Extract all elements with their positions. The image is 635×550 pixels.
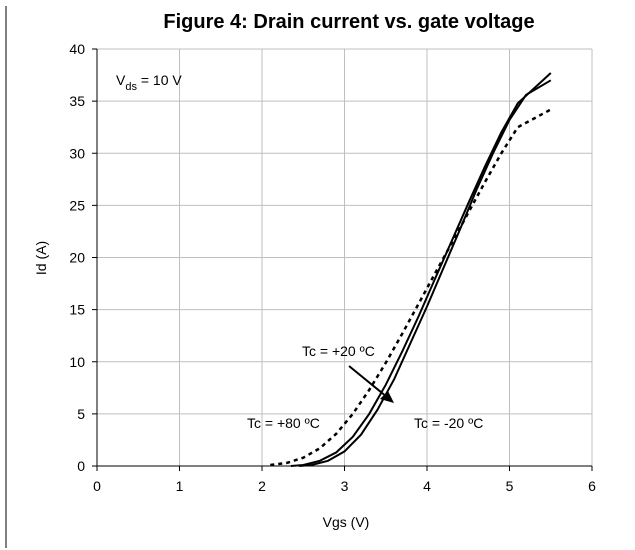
arrow-shaft xyxy=(348,365,388,398)
x-tick-label: 0 xyxy=(93,478,101,494)
label-tc-plus20: Tc = +20 ºC xyxy=(302,343,375,359)
x-tick-label: 4 xyxy=(423,478,431,494)
x-tick-label: 1 xyxy=(176,478,184,494)
series-line-0 xyxy=(299,79,552,467)
y-tick-label: 30 xyxy=(69,145,85,161)
x-axis-label: Vgs (V) xyxy=(323,514,370,530)
vds-value: = 10 V xyxy=(137,72,182,88)
x-tick-label: 5 xyxy=(506,478,514,494)
y-tick-label: 5 xyxy=(77,406,85,422)
y-tick-label: 35 xyxy=(69,93,85,109)
x-tick-label: 3 xyxy=(341,478,349,494)
arrow-head xyxy=(380,391,394,403)
y-tick-labels: 0 5 10 15 20 25 30 35 40 xyxy=(69,41,85,474)
gridlines xyxy=(97,48,593,466)
x-tick-label: 6 xyxy=(588,478,596,494)
y-tick-label: 25 xyxy=(69,197,85,213)
vds-subscript: ds xyxy=(125,81,137,93)
vds-annotation: Vds = 10 V xyxy=(116,72,182,93)
series-lines xyxy=(270,72,552,467)
y-tick-label: 0 xyxy=(77,458,85,474)
x-tick-labels: 0 1 2 3 4 5 6 xyxy=(93,478,596,494)
y-tick-label: 40 xyxy=(69,41,85,57)
label-arrow xyxy=(348,365,394,403)
chart-title: Figure 4: Drain current vs. gate voltage xyxy=(163,11,534,33)
axes xyxy=(92,48,593,471)
y-tick-label: 10 xyxy=(69,354,85,370)
x-tick-label: 2 xyxy=(258,478,266,494)
series-line-2 xyxy=(270,108,552,467)
y-axis-label: Id (A) xyxy=(33,241,49,275)
label-tc-minus20: Tc = -20 ºC xyxy=(414,415,483,431)
label-tc-plus80: Tc = +80 ºC xyxy=(247,415,320,431)
y-tick-label: 15 xyxy=(69,302,85,318)
y-tick-label: 20 xyxy=(69,250,85,266)
vds-main: V xyxy=(116,72,126,88)
series-line-1 xyxy=(290,72,552,467)
